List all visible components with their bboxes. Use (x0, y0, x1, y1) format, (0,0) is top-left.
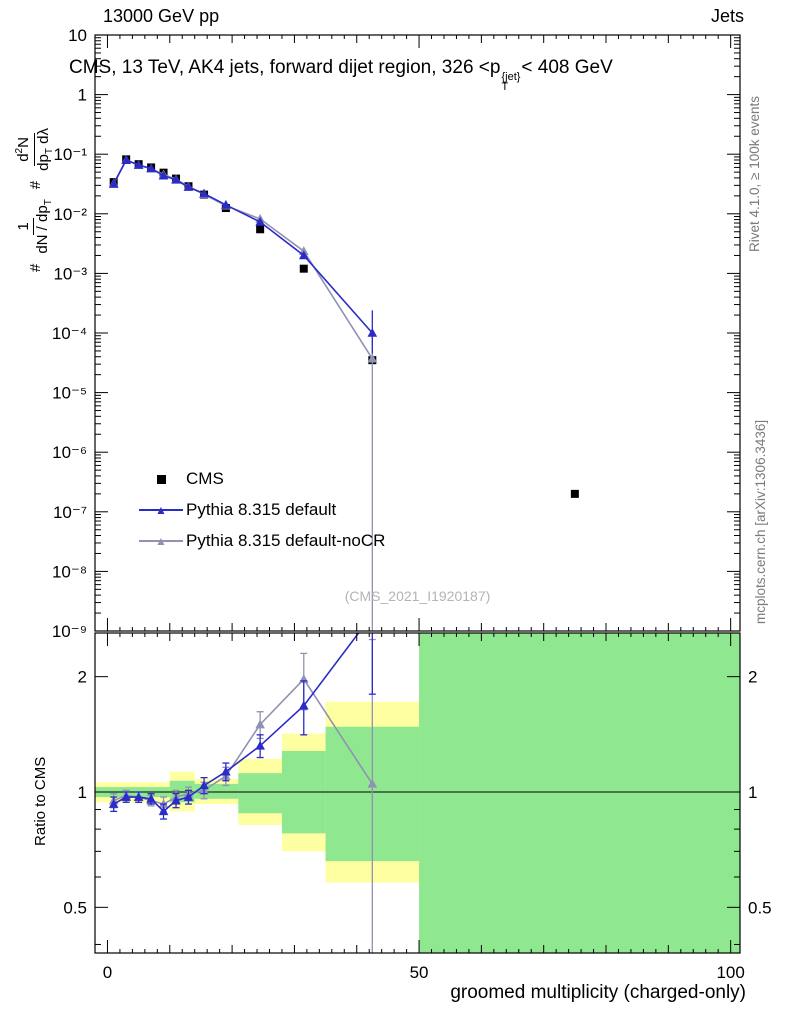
legend-item-cms: CMS (138, 468, 385, 490)
tick-label: 10⁻⁶ (52, 443, 87, 462)
ylabel-frac1-numerator: 1 (14, 218, 35, 235)
ylabel-fraction-2: d2N dpT dλ (14, 128, 56, 171)
tick-label: 2 (748, 668, 757, 687)
ratio-panel-series (108, 633, 378, 953)
cms-square-marker-icon (138, 468, 184, 490)
panel-frames (94, 34, 741, 954)
beam-energy-label: 13000 GeV pp (103, 6, 220, 26)
mcplots-attribution-label: mcplots.cern.ch [arXiv:1306.3436] (753, 419, 768, 624)
tick-label: 2 (78, 668, 87, 687)
tick-label: 50 (410, 963, 429, 982)
ylabel-fraction-1: 1 dN / dpT (14, 199, 56, 254)
series-pythia-8.315-default-nocr (108, 154, 378, 631)
tick-label: 10⁻⁸ (52, 562, 87, 581)
triangle-line-marker-icon: ▲ (138, 499, 184, 521)
tick-label: 1 (78, 783, 87, 802)
ylabel-frac2-denominator: dpT dλ (34, 128, 55, 171)
analysis-category-label: Jets (710, 6, 744, 26)
tick-label: 0.5 (63, 898, 87, 917)
plot-title-pre: CMS, 13 TeV, AK4 jets, forward dijet reg… (69, 57, 501, 78)
series-pythia-8.315-default (108, 633, 376, 820)
legend-item-pythia-default: ▲ Pythia 8.315 default (138, 499, 385, 521)
pt-subscript: T (501, 81, 509, 94)
tick-label: 10⁻¹ (53, 145, 87, 164)
tick-label: 1 (78, 86, 87, 105)
tick-label: 10⁻² (53, 205, 87, 224)
series-cms (109, 155, 579, 498)
triangle-line-marker-icon: ▲ (138, 530, 184, 552)
main-panel-series (108, 154, 579, 631)
ylabel-frac2-numerator: d2N (14, 133, 35, 166)
ylabel-hash-1: # (26, 263, 44, 272)
main-y-axis-label: # 1 dN / dpT # d2N dpT dλ (14, 128, 56, 272)
tick-label: 10 (68, 26, 87, 45)
tick-label: 0 (103, 963, 112, 982)
rivet-version-label: Rivet 4.1.0, ≥ 100k events (747, 96, 762, 252)
tick-label: 10⁻³ (53, 264, 87, 283)
ylabel-hash-2: # (26, 180, 44, 190)
pt-jet-superscript: {jet} (501, 71, 521, 83)
legend-item-pythia-nocr: ▲ Pythia 8.315 default-noCR (138, 530, 385, 552)
tick-label: 10⁻⁴ (52, 324, 87, 343)
plot-title-post: < 408 GeV (521, 57, 613, 78)
legend-label: CMS (186, 469, 224, 488)
tick-label: 10⁻⁹ (52, 622, 87, 641)
plot-title: CMS, 13 TeV, AK4 jets, forward dijet reg… (69, 57, 613, 93)
ratio-y-axis-label: Ratio to CMS (32, 756, 49, 846)
tick-label: 10⁻⁵ (52, 384, 87, 403)
ylabel-frac1-denominator: dN / dpT (34, 199, 55, 254)
pt-jet-supsub: {jet} T (501, 71, 521, 94)
tick-label: 0.5 (748, 898, 772, 917)
legend: CMS ▲ Pythia 8.315 default ▲ Pythia 8.31… (138, 468, 385, 552)
uncertainty-bands (95, 633, 740, 953)
tick-label: 1 (748, 783, 757, 802)
legend-label: Pythia 8.315 default-noCR (186, 531, 386, 550)
legend-label: Pythia 8.315 default (186, 500, 337, 519)
tick-label: 10⁻⁷ (53, 503, 87, 522)
x-axis-label: groomed multiplicity (charged-only) (450, 982, 746, 1003)
axis-tick-labels: 10110⁻¹10⁻²10⁻³10⁻⁴10⁻⁵10⁻⁶10⁻⁷10⁻⁸10⁻⁹0… (52, 26, 772, 982)
tick-label: 100 (716, 963, 744, 982)
analysis-id-watermark: (CMS_2021_I1920187) (344, 588, 491, 604)
series-pythia-8.315-default (108, 155, 378, 354)
